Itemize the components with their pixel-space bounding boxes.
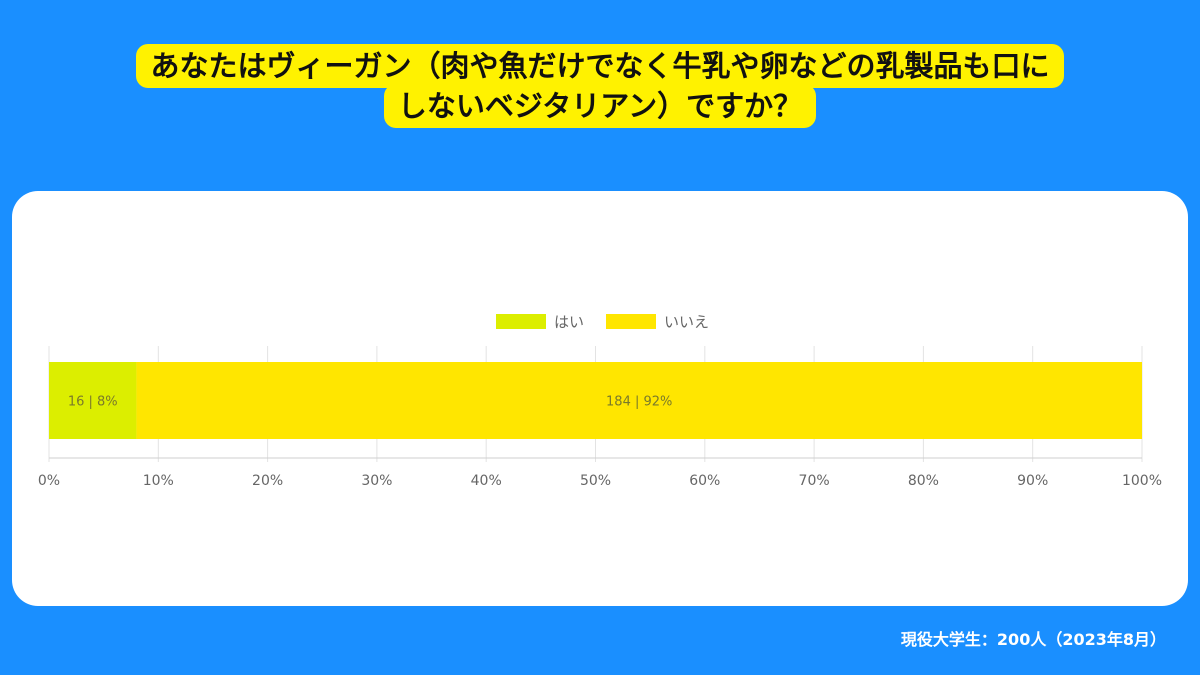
- x-tick-label: 100%: [1122, 473, 1162, 489]
- x-tick-label: 90%: [1017, 473, 1048, 489]
- legend-label: いいえ: [664, 313, 709, 331]
- chart-title-line-1: あなたはヴィーガン（肉や魚だけでなく牛乳や卵などの乳製品も口に: [136, 44, 1064, 88]
- x-tick-label: 30%: [361, 473, 392, 489]
- chart-title-line-2: しないベジタリアン）ですか？: [383, 84, 817, 128]
- x-tick-label: 50%: [580, 473, 611, 489]
- x-tick-label: 0%: [38, 473, 60, 489]
- x-tick-label: 10%: [143, 473, 174, 489]
- legend-swatch: [606, 314, 656, 329]
- legend-swatch: [496, 314, 546, 329]
- stacked-bar-chart: 0% 10% 20% 30% 40% 50% 60% 70% 80% 90% 100% 16 | 8%…: [38, 313, 1162, 489]
- x-tick-label: 80%: [908, 473, 939, 489]
- x-tick-label: 70%: [799, 473, 830, 489]
- bar-segment: [136, 362, 1142, 439]
- survey-footnote: 現役大学生：200人（2023年8月）: [900, 630, 1166, 649]
- x-tick-label: 40%: [471, 473, 502, 489]
- x-tick-label: 20%: [252, 473, 283, 489]
- x-tick-label: 60%: [689, 473, 720, 489]
- bar-data-label: 16 | 8%: [68, 395, 118, 410]
- title-block: あなたはヴィーガン（肉や魚だけでなく牛乳や卵などの乳製品も口に しないベジタリア…: [0, 44, 1200, 128]
- bar-data-label: 184 | 92%: [606, 395, 672, 410]
- legend-label: はい: [554, 313, 584, 331]
- chart-card: 0% 10% 20% 30% 40% 50% 60% 70% 80% 90% 100% 16 | 8%…: [12, 191, 1188, 606]
- bar-segment: [49, 362, 137, 439]
